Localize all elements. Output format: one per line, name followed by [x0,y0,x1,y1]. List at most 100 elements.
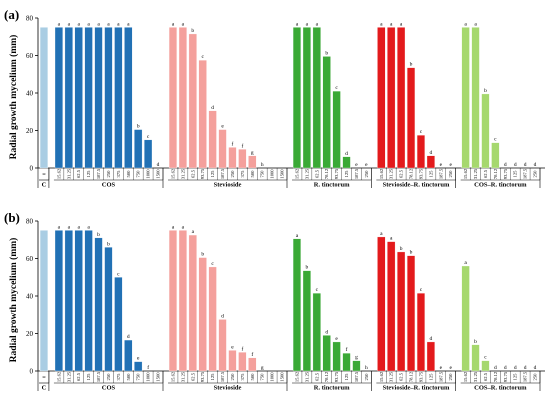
data-label: c [117,271,120,277]
y-tick-label: 20 [26,127,34,135]
data-label: a [306,21,309,27]
panel-label: (b) [4,210,20,225]
data-label: a [87,21,90,27]
bar [188,234,197,372]
bar [188,33,197,169]
bar [94,237,103,372]
data-label: a [58,21,61,27]
data-label: d [157,162,160,168]
x-tick-label: 250 [106,170,111,178]
bar [84,230,93,372]
bar-group-cos: a 15.62 a 31.25 a 62.5 a 125 a 187.5 a 250 a 375 a 500 b… [53,21,164,189]
bar [481,360,490,372]
x-tick-label: 31.25 [304,371,309,382]
data-label: d [504,162,507,168]
data-label: a [172,224,175,230]
data-label: a [464,260,467,266]
x-tick-label: 125 [428,373,433,381]
x-tick-label: 93.75 [200,168,205,179]
bar [397,27,406,169]
x-tick-label: 250 [448,170,453,178]
data-label: a [58,224,61,230]
data-label: e [137,356,140,362]
data-label: a [390,236,393,242]
data-label: a [172,21,175,27]
bar [54,27,63,169]
x-tick-label: 15.62 [170,168,175,179]
bar [302,270,311,372]
data-label: c [201,54,204,60]
data-label: b [410,250,413,256]
x-tick-label: 93.75 [418,371,423,382]
data-label: d [345,151,348,157]
x-tick-label: 1000 [270,169,275,179]
data-label: b [201,252,204,258]
x-tick-label: 31.25 [389,168,394,179]
bar [134,129,143,169]
data-label: g [261,365,264,371]
y-axis-label: Radial growth mycelium (mm) [8,238,19,363]
bar [322,56,331,169]
y-tick-label: 40 [26,293,34,301]
x-tick-label: 1000 [146,372,151,382]
data-label: a [97,21,100,27]
y-tick-label: 40 [26,90,34,98]
x-tick-label: 750 [260,373,265,381]
data-label: c [420,129,423,135]
data-label: d [514,162,517,168]
data-label: d [534,365,537,371]
group-label: R. tinctorum [314,385,350,392]
x-tick-label: 15.62 [294,371,299,382]
data-label: a [182,21,185,27]
data-label: b [410,62,413,68]
bar [64,27,73,169]
x-tick-label: 375 [240,170,245,178]
bar [104,27,113,169]
data-label: c [316,287,319,293]
bar [218,129,227,169]
data-label: g [355,355,358,361]
bar [94,27,103,169]
x-tick-label: 15.62 [170,371,175,382]
x-tick-label: 750 [260,170,265,178]
x-tick-label: 15.62 [379,168,384,179]
x-tick-label: 78.12 [324,168,329,179]
x-tick-label: 1500 [156,169,161,179]
x-tick-label: 62.5 [399,372,404,381]
x-tick-label: 125 [86,170,91,178]
data-label: c [420,287,423,293]
data-label: a [474,21,477,27]
x-tick-label: 125 [344,373,349,381]
bar-group-cos-r-tinctorum: a15.62a31.25b62.5c78.12d93.75d125d187.5d… [460,21,541,189]
data-label: a [68,224,71,230]
data-label: b [107,241,110,247]
x-tick-label: 62.5 [314,372,319,381]
x-tick-label: 187.5 [523,168,528,179]
data-label: e [221,124,224,130]
data-label: e [449,365,452,371]
x-tick-label: 250 [230,170,235,178]
bar [248,155,257,169]
data-label: c [147,134,150,140]
data-label: b [191,28,194,34]
x-tick-label: 187.5 [438,371,443,382]
bar [39,27,48,169]
bar [302,27,311,169]
x-tick-label: 187.5 [220,371,225,382]
bar [74,27,83,169]
group-label: COS [102,182,116,189]
data-label: c [494,137,497,143]
x-tick-label: 62.5 [76,169,81,178]
data-label: e [231,344,234,350]
data-label: b [400,246,403,252]
data-label: d [325,329,328,335]
bar [168,27,177,169]
data-label: f [241,345,243,352]
bar-group-cos: a 15.62 a 31.25 a 62.5 a 125 b 187.5 b 250 c 375 d 500 e… [53,224,164,392]
data-label: d [524,162,527,168]
bar [332,341,341,372]
x-tick-label: 125 [428,170,433,178]
bar [426,341,435,372]
bar [198,257,207,372]
x-tick-label: 0 [41,375,46,378]
